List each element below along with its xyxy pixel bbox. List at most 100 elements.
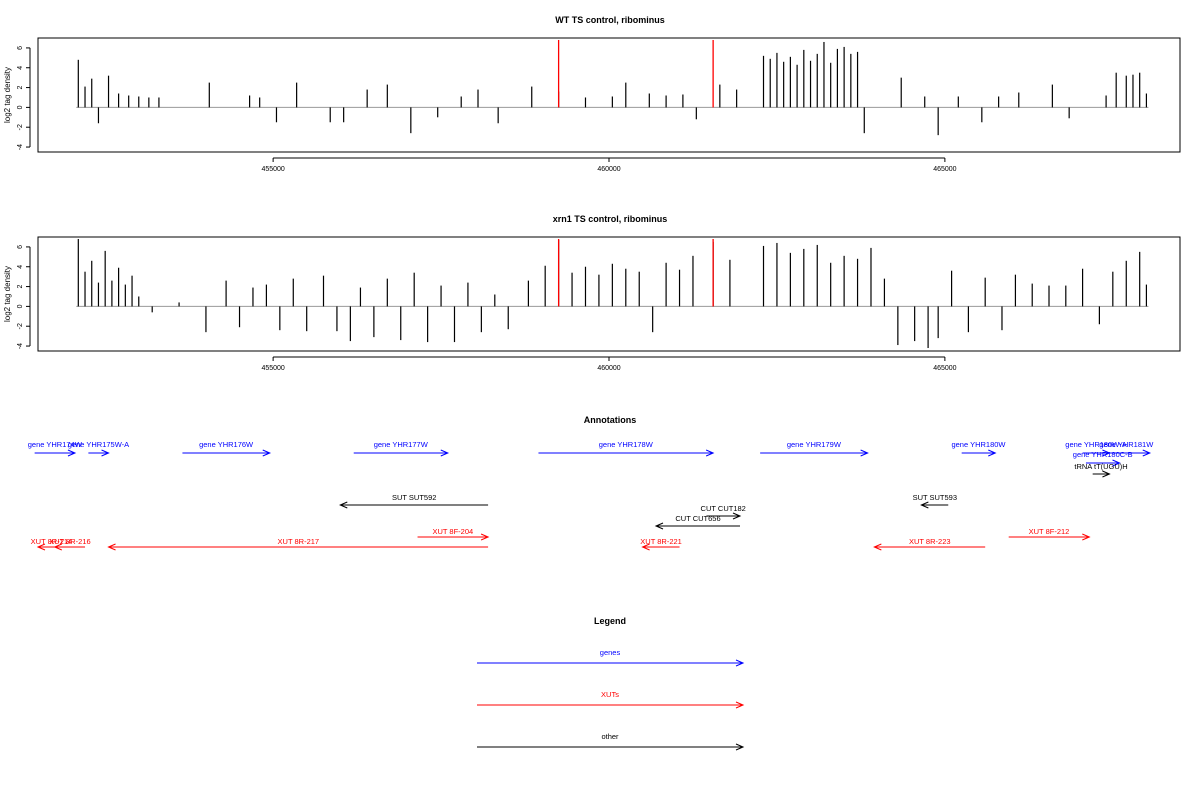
x-tick-label: 460000 bbox=[597, 166, 620, 173]
panel-wt-ylabel: log2 tag density bbox=[3, 67, 12, 123]
xut-label: XUT 8R-223 bbox=[909, 537, 951, 546]
gene-feature: gene YHR178W bbox=[538, 440, 715, 457]
gene-label: gene YHR175W-A bbox=[68, 440, 129, 449]
gene-arrow-head bbox=[860, 449, 869, 457]
y-tick-label: 0 bbox=[17, 304, 24, 308]
panel-wt-title: WT TS control, ribominus bbox=[555, 15, 665, 25]
xut-feature: XUT 8R-217 bbox=[107, 537, 489, 551]
x-tick-label: 455000 bbox=[261, 166, 284, 173]
gene-arrow-head bbox=[101, 449, 110, 457]
other-feature: CUT CUT182 bbox=[701, 504, 746, 520]
gene-label: gene YHR179W bbox=[787, 440, 842, 449]
gene-label: gene YHR180C-B bbox=[1073, 450, 1133, 459]
gene-feature: gene YHR177W bbox=[353, 440, 450, 457]
legend-label: genes bbox=[600, 648, 621, 657]
gene-arrow-head bbox=[67, 449, 77, 457]
panel-xrn1-highlights bbox=[557, 238, 714, 307]
gene-label: gene YHR180W-A bbox=[1065, 440, 1126, 449]
legend-label: XUTs bbox=[601, 690, 619, 699]
panel-xrn1: xrn1 TS control, ribominus log2 tag dens… bbox=[3, 214, 1181, 372]
gene-label: gene YHR176W bbox=[199, 440, 254, 449]
xut-label: XUT 8F-204 bbox=[432, 527, 473, 536]
panel-wt-bars bbox=[77, 41, 1148, 136]
panel-wt-frame bbox=[37, 37, 1181, 153]
x-tick-label: 465000 bbox=[933, 365, 956, 372]
gene-label: gene YHR177W bbox=[374, 440, 429, 449]
gene-feature: gene YHR179W bbox=[760, 440, 869, 457]
gene-feature: gene YHR174W bbox=[28, 440, 83, 457]
xut-arrow-head bbox=[53, 543, 62, 551]
gene-feature: gene YHR175W-A bbox=[68, 440, 129, 457]
gene-arrow-head bbox=[1142, 449, 1152, 457]
legend-item: other bbox=[477, 732, 745, 751]
panel-wt-y-axis: -4 -2 0 2 4 6 bbox=[17, 46, 31, 150]
xut-feature: XUT 8F-212 bbox=[1008, 527, 1091, 541]
other-feature: SUT SUT593 bbox=[913, 493, 957, 509]
y-tick-label: 0 bbox=[17, 105, 24, 109]
gene-feature: gene YHR181W bbox=[1099, 440, 1154, 457]
panel-xrn1-y-axis: -4 -2 0 2 4 6 bbox=[17, 245, 31, 349]
legend-items: genes XUTs other bbox=[477, 648, 745, 751]
panel-xrn1-bars bbox=[77, 238, 1148, 349]
xut-arrow-head bbox=[36, 543, 46, 551]
other-arrow-head bbox=[339, 501, 348, 509]
other-label: CUT CUT182 bbox=[701, 504, 746, 513]
y-tick-label: -2 bbox=[17, 323, 24, 329]
xut-arrow-head bbox=[107, 543, 116, 551]
xut-feature: XUT 8R-216 bbox=[49, 537, 91, 551]
y-tick-label: 6 bbox=[17, 245, 24, 249]
other-label: SUT SUT592 bbox=[392, 493, 436, 502]
panel-xrn1-x-axis: 455000 460000 465000 bbox=[261, 356, 957, 372]
other-feature: tRNA tT(UGU)H bbox=[1074, 462, 1128, 478]
gene-arrow-head bbox=[1112, 459, 1121, 467]
y-tick-label: -4 bbox=[17, 144, 24, 150]
gene-feature: gene YHR180C-B bbox=[1073, 450, 1133, 467]
xut-arrow-head bbox=[480, 533, 490, 541]
other-label: SUT SUT593 bbox=[913, 493, 957, 502]
other-feature: SUT SUT592 bbox=[339, 493, 489, 509]
legend-title: Legend bbox=[594, 616, 626, 626]
other-arrow-head bbox=[654, 522, 664, 530]
xut-feature: XUT 8R-221 bbox=[640, 537, 682, 551]
panel-wt: WT TS control, ribominus log2 tag densit… bbox=[3, 15, 1181, 173]
xut-label: XUT 8F-212 bbox=[1029, 527, 1070, 536]
panel-wt-highlights bbox=[557, 39, 714, 108]
gene-label: gene YHR181W bbox=[1099, 440, 1154, 449]
y-tick-label: 2 bbox=[17, 285, 24, 289]
xut-arrow-head bbox=[1082, 533, 1091, 541]
xut-label: XUT 8R-221 bbox=[640, 537, 682, 546]
x-tick-label: 460000 bbox=[597, 365, 620, 372]
legend-panel: Legend genes XUTs other bbox=[477, 616, 745, 751]
xut-arrow-head bbox=[873, 543, 882, 551]
x-tick-label: 455000 bbox=[261, 365, 284, 372]
gene-feature: gene YHR180W bbox=[951, 440, 1006, 457]
other-feature: CUT CUT656 bbox=[654, 514, 740, 530]
panel-wt-x-axis: 455000 460000 465000 bbox=[261, 157, 957, 173]
gene-label: gene YHR178W bbox=[599, 440, 654, 449]
other-arrow-head bbox=[1102, 470, 1111, 478]
y-tick-label: -4 bbox=[17, 343, 24, 349]
panel-xrn1-ylabel: log2 tag density bbox=[3, 266, 12, 322]
legend-item: genes bbox=[477, 648, 745, 667]
y-tick-label: 4 bbox=[17, 265, 24, 269]
gene-arrow-head bbox=[440, 449, 450, 457]
panel-xrn1-frame bbox=[37, 236, 1181, 352]
xut-arrow-head bbox=[641, 543, 650, 551]
xut-label: XUT 8R-216 bbox=[49, 537, 91, 546]
legend-arrow-head bbox=[735, 659, 745, 667]
other-arrow-head bbox=[732, 512, 742, 520]
xut-label: XUT 8R-217 bbox=[278, 537, 320, 546]
xut-feature: XUT 8R-223 bbox=[873, 537, 986, 551]
xut-feature: XUT 8F-204 bbox=[417, 527, 490, 541]
gene-arrow-head bbox=[262, 449, 272, 457]
other-arrow-head bbox=[920, 501, 929, 509]
y-tick-label: 4 bbox=[17, 66, 24, 70]
gene-feature: gene YHR176W bbox=[182, 440, 272, 457]
gene-arrow-head bbox=[988, 449, 997, 457]
legend-arrow-head bbox=[735, 701, 745, 709]
y-tick-label: 6 bbox=[17, 46, 24, 50]
annotations-title: Annotations bbox=[584, 415, 637, 425]
xut-label: XUT 8R-214 bbox=[31, 537, 73, 546]
gene-label: gene YHR180W bbox=[951, 440, 1006, 449]
